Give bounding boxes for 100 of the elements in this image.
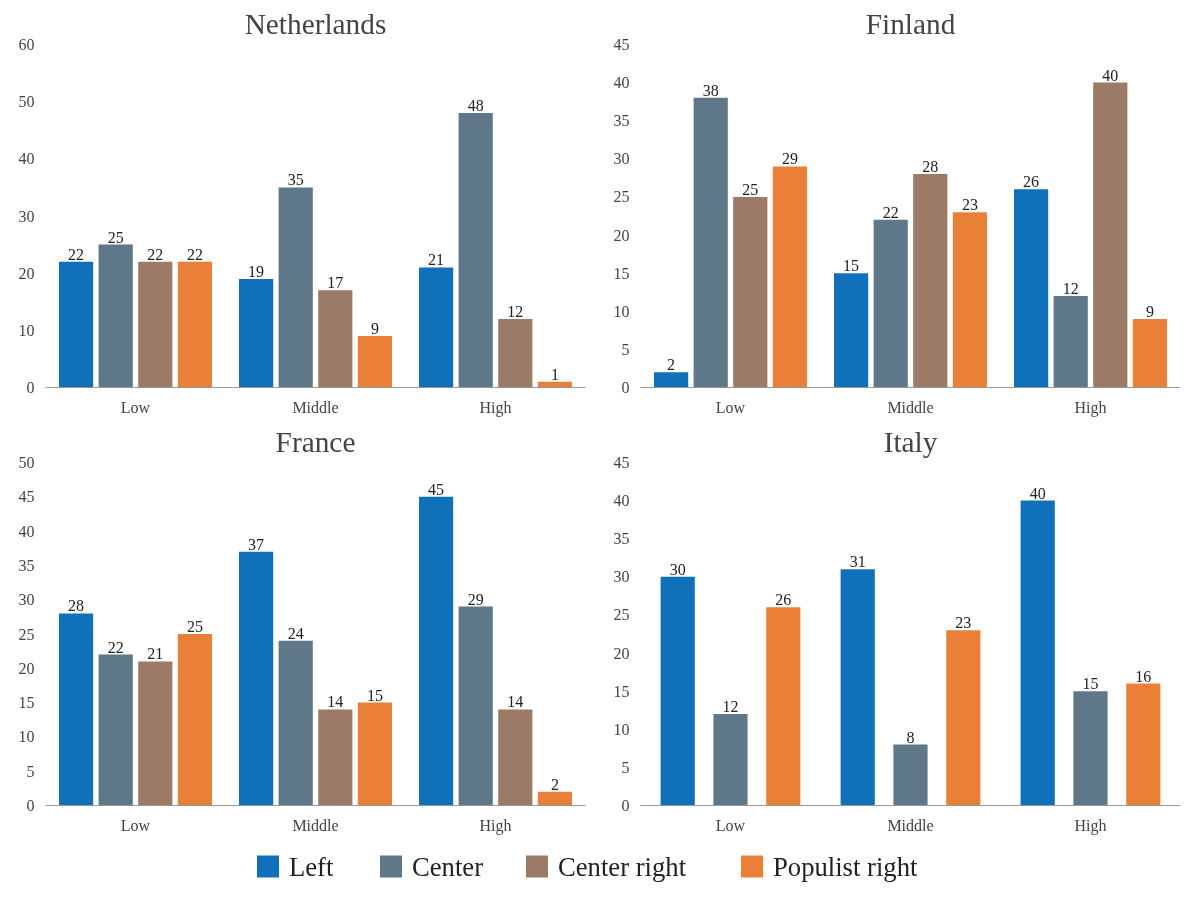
y-tick-label: 20 [18,264,35,282]
data-label: 37 [248,535,265,553]
y-tick-label: 30 [613,150,630,168]
data-label: 29 [781,150,798,168]
data-label: 30 [669,560,686,578]
y-tick-label: 35 [613,530,630,548]
data-label: 40 [1102,66,1119,84]
bar [318,290,353,388]
data-label: 35 [287,171,304,189]
data-label: 22 [107,638,124,656]
x-tick-label: Middle [292,398,339,416]
x-tick-label: Low [120,398,151,416]
bar [772,166,807,388]
y-tick-label: 25 [18,625,35,643]
data-label: 15 [843,257,860,275]
data-label: 25 [742,180,759,198]
y-tick-label: 0 [26,797,35,814]
y-tick-label: 0 [621,797,630,814]
y-tick-label: 0 [621,379,630,396]
bar [713,714,748,806]
y-tick-label: 10 [18,321,35,339]
legend-label: Left [289,851,334,882]
data-label: 38 [702,81,719,99]
y-tick-label: 35 [18,556,35,574]
y-tick-label: 15 [613,682,630,700]
bar [946,630,981,806]
y-tick-label: 25 [613,606,630,624]
bar [766,607,801,806]
y-tick-label: 40 [613,492,630,510]
bar [654,372,689,388]
bar [318,709,353,806]
data-label: 40 [1029,484,1046,502]
y-tick-label: 50 [18,93,35,111]
chart-title: France [275,425,356,458]
data-label: 12 [1062,280,1079,298]
bar [419,267,454,388]
y-tick-label: 20 [613,226,630,244]
legend-label: Center [412,851,484,882]
bar [138,261,173,388]
data-label: 25 [107,228,124,246]
y-tick-label: 10 [613,720,630,738]
bar [278,640,313,806]
y-tick-label: 45 [613,36,630,53]
y-tick-label: 25 [613,188,630,206]
data-label: 23 [955,614,972,632]
data-label: 2 [550,775,559,793]
bar [1014,189,1049,388]
bar [59,261,94,388]
data-label: 9 [370,320,379,338]
bar [893,744,928,806]
data-label: 22 [186,245,203,263]
data-label: 9 [1145,302,1154,320]
y-tick-label: 40 [613,74,630,92]
chart-title: Italy [883,425,938,458]
x-tick-label: Low [120,816,151,834]
bar [693,97,728,388]
y-tick-label: 15 [613,264,630,282]
y-tick-label: 30 [18,207,35,225]
bar [1020,500,1055,806]
y-tick-label: 30 [18,591,35,609]
bar [98,244,133,388]
bar [1073,691,1108,806]
x-tick-label: Low [715,398,746,416]
y-tick-label: 30 [613,568,630,586]
data-label: 48 [467,97,484,115]
data-label: 12 [507,302,524,320]
data-label: 15 [1082,675,1099,693]
bar [239,278,274,388]
data-label: 26 [1023,173,1040,191]
data-label: 21 [147,645,164,663]
bar [458,113,493,388]
bar [498,709,533,806]
legend-label: Populist right [773,851,918,882]
data-label: 23 [961,196,978,214]
bar [177,261,212,388]
x-tick-label: High [1074,816,1107,835]
y-tick-label: 20 [18,659,35,677]
y-tick-label: 5 [621,340,630,358]
y-tick-label: 45 [613,454,630,471]
bar [1053,296,1088,388]
data-label: 22 [68,245,85,263]
data-label: 25 [186,618,203,635]
data-label: 8 [906,728,915,746]
y-tick-label: 35 [613,112,630,130]
bar [458,606,493,806]
x-tick-label: High [479,816,512,835]
data-label: 17 [327,274,344,292]
data-label: 22 [147,245,164,263]
bar [278,187,313,388]
y-tick-label: 0 [26,379,35,396]
bar [498,318,533,388]
y-tick-label: 20 [613,644,630,662]
bar [1093,82,1128,388]
bar [98,654,133,806]
y-tick-label: 40 [18,522,35,540]
data-label: 28 [922,158,939,176]
bar [177,634,212,806]
data-label: 31 [849,553,866,571]
data-label: 14 [327,693,344,711]
data-label: 19 [248,262,265,280]
